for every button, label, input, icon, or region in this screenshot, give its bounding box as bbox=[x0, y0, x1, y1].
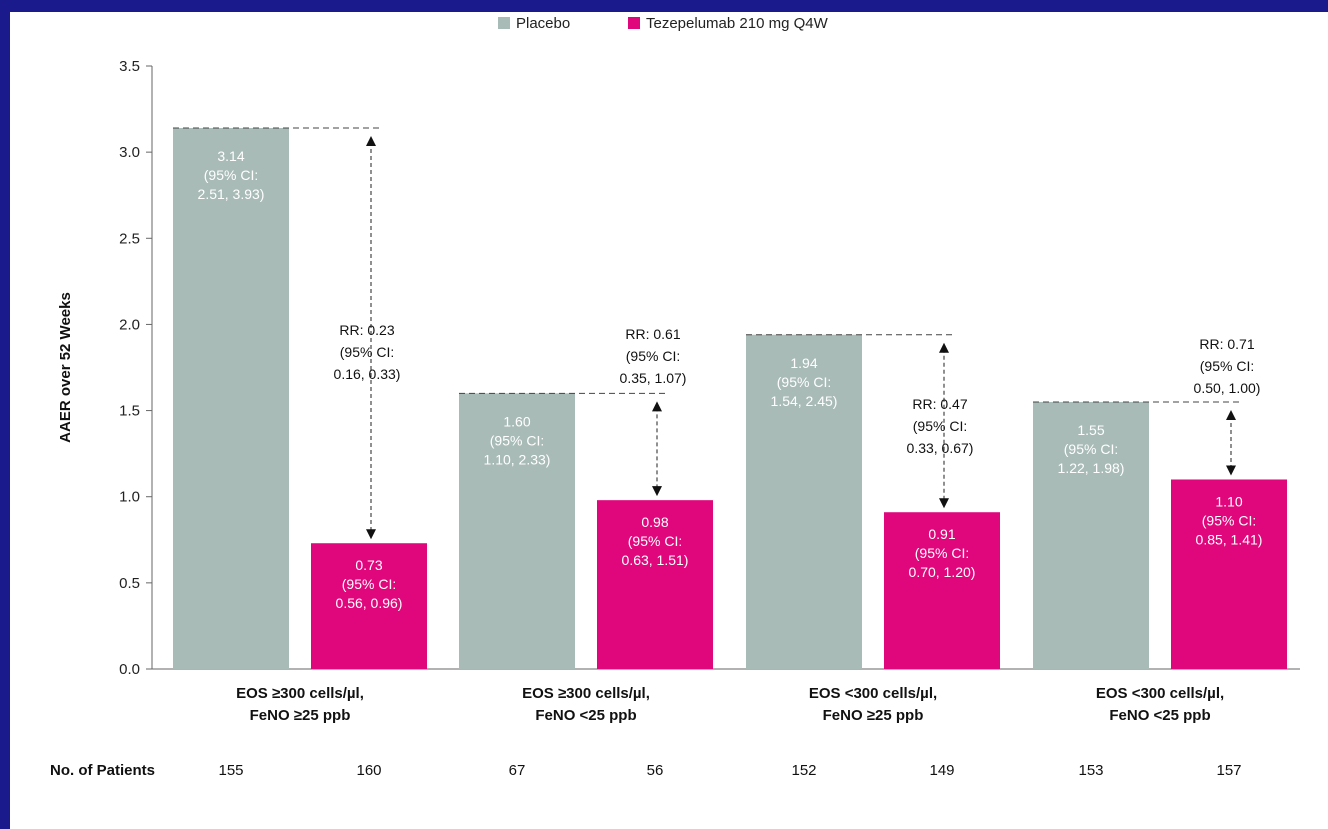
patient-count: 157 bbox=[1216, 762, 1241, 779]
rr-label: 0.50, 1.00) bbox=[1194, 380, 1261, 396]
bar-label-placebo: (95% CI: bbox=[1064, 441, 1118, 457]
rr-arrow-head-up bbox=[652, 401, 662, 412]
bar-label-placebo: 1.94 bbox=[790, 355, 817, 371]
rr-arrow-head-down bbox=[1226, 465, 1236, 476]
patient-count: 155 bbox=[218, 762, 243, 779]
bar-label-tezepelumab: (95% CI: bbox=[342, 576, 396, 592]
bar-label-tezepelumab: 0.85, 1.41) bbox=[1196, 531, 1263, 547]
slide-left-band bbox=[0, 0, 10, 829]
bar-label-tezepelumab: 0.73 bbox=[355, 557, 382, 573]
bar-placebo bbox=[1033, 401, 1149, 669]
bar-tezepelumab bbox=[1171, 479, 1287, 669]
y-tick-label: 1.0 bbox=[119, 489, 140, 506]
patient-count: 149 bbox=[929, 762, 954, 779]
bar-label-placebo: (95% CI: bbox=[490, 432, 544, 448]
rr-label: RR: 0.61 bbox=[625, 326, 680, 342]
bar-label-placebo: 1.54, 2.45) bbox=[771, 393, 838, 409]
patient-count: 153 bbox=[1078, 762, 1103, 779]
legend-swatch bbox=[498, 17, 510, 29]
legend-swatch bbox=[628, 17, 640, 29]
y-tick-label: 0.0 bbox=[119, 661, 140, 678]
category-label: FeNO <25 ppb bbox=[535, 707, 636, 724]
rr-label: RR: 0.23 bbox=[339, 322, 394, 338]
patient-count: 56 bbox=[647, 762, 664, 779]
bar-placebo bbox=[459, 393, 575, 669]
category-label: EOS <300 cells/µl, bbox=[809, 685, 937, 702]
category-label: EOS ≥300 cells/µl, bbox=[522, 685, 650, 702]
bar-label-placebo: 1.10, 2.33) bbox=[484, 451, 551, 467]
bar-placebo bbox=[173, 128, 289, 670]
rr-label: (95% CI: bbox=[340, 344, 394, 360]
bar-label-tezepelumab: 0.98 bbox=[641, 514, 668, 530]
rr-arrow-head-up bbox=[1226, 409, 1236, 420]
y-tick-label: 3.5 bbox=[119, 58, 140, 75]
category-label: EOS <300 cells/µl, bbox=[1096, 685, 1224, 702]
rr-arrow-head-up bbox=[939, 342, 949, 353]
patient-count: 67 bbox=[509, 762, 526, 779]
bar-label-tezepelumab: 0.56, 0.96) bbox=[336, 595, 403, 611]
legend-label: Placebo bbox=[516, 15, 570, 32]
bar-placebo bbox=[746, 334, 862, 669]
rr-label: 0.16, 0.33) bbox=[334, 366, 401, 382]
rr-label: RR: 0.71 bbox=[1199, 336, 1254, 352]
category-label: FeNO <25 ppb bbox=[1109, 707, 1210, 724]
bar-tezepelumab bbox=[597, 500, 713, 669]
patient-count: 160 bbox=[356, 762, 381, 779]
bar-label-placebo: 2.51, 3.93) bbox=[198, 186, 265, 202]
rr-label: (95% CI: bbox=[1200, 358, 1254, 374]
rr-arrow-head-down bbox=[366, 529, 376, 540]
bar-label-placebo: (95% CI: bbox=[777, 374, 831, 390]
bar-label-tezepelumab: (95% CI: bbox=[915, 545, 969, 561]
category-label: FeNO ≥25 ppb bbox=[823, 707, 924, 724]
y-tick-label: 0.5 bbox=[119, 575, 140, 592]
rr-arrow-head-up bbox=[366, 136, 376, 147]
rr-arrow-head-down bbox=[652, 486, 662, 497]
bar-label-placebo: 3.14 bbox=[217, 148, 244, 164]
patient-count: 152 bbox=[791, 762, 816, 779]
y-tick-label: 3.0 bbox=[119, 144, 140, 161]
bar-label-tezepelumab: 1.10 bbox=[1215, 493, 1242, 509]
bar-label-tezepelumab: 0.70, 1.20) bbox=[909, 564, 976, 580]
bar-label-tezepelumab: 0.63, 1.51) bbox=[622, 552, 689, 568]
y-tick-label: 2.5 bbox=[119, 230, 140, 247]
bar-label-tezepelumab: 0.91 bbox=[928, 526, 955, 542]
rr-label: (95% CI: bbox=[626, 348, 680, 364]
y-axis-label: AAER over 52 Weeks bbox=[57, 292, 74, 443]
bar-label-tezepelumab: (95% CI: bbox=[1202, 512, 1256, 528]
legend-label: Tezepelumab 210 mg Q4W bbox=[646, 15, 829, 32]
category-label: EOS ≥300 cells/µl, bbox=[236, 685, 364, 702]
bar-label-placebo: (95% CI: bbox=[204, 167, 258, 183]
category-label: FeNO ≥25 ppb bbox=[250, 707, 351, 724]
bar-label-tezepelumab: (95% CI: bbox=[628, 533, 682, 549]
rr-label: 0.35, 1.07) bbox=[620, 370, 687, 386]
bar-label-placebo: 1.22, 1.98) bbox=[1058, 460, 1125, 476]
rr-arrow-head-down bbox=[939, 498, 949, 509]
slide-top-band bbox=[0, 0, 1328, 12]
patients-title: No. of Patients bbox=[50, 762, 155, 779]
rr-label: (95% CI: bbox=[913, 418, 967, 434]
y-tick-label: 1.5 bbox=[119, 403, 140, 420]
bar-tezepelumab bbox=[884, 512, 1000, 669]
rr-label: RR: 0.47 bbox=[912, 396, 967, 412]
bar-label-placebo: 1.55 bbox=[1077, 422, 1104, 438]
bar-tezepelumab bbox=[311, 543, 427, 669]
rr-label: 0.33, 0.67) bbox=[907, 440, 974, 456]
y-tick-label: 2.0 bbox=[119, 316, 140, 333]
bar-label-placebo: 1.60 bbox=[503, 413, 530, 429]
